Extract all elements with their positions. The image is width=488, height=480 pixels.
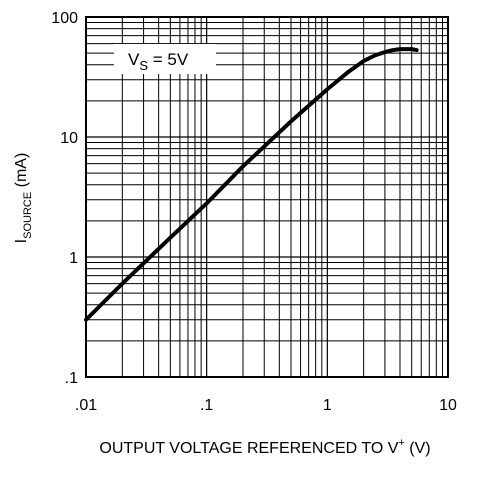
y-axis-title-sub: SOURCE bbox=[22, 192, 34, 239]
y-tick-label: 10 bbox=[60, 130, 78, 147]
y-axis-title-unit: (mA) bbox=[13, 153, 30, 192]
y-tick-label: 100 bbox=[51, 10, 78, 27]
annotation-main: V bbox=[128, 50, 140, 69]
x-tick-label: .1 bbox=[200, 397, 213, 414]
y-axis-title-main: I bbox=[13, 239, 30, 243]
y-tick-labels: .1 1 10 100 bbox=[51, 10, 78, 387]
y-axis-title: ISOURCE (mA) bbox=[13, 153, 34, 244]
y-tick-label: 1 bbox=[69, 250, 78, 267]
y-tick-label: .1 bbox=[65, 370, 78, 387]
plot-frame bbox=[85, 16, 449, 378]
x-axis-title-main: OUTPUT VOLTAGE REFERENCED TO V bbox=[99, 440, 398, 457]
x-tick-label: 1 bbox=[323, 397, 332, 414]
grid-lines bbox=[86, 17, 448, 377]
annotation-rest: = 5V bbox=[148, 50, 189, 69]
annotation-label: VS = 5V bbox=[128, 50, 189, 73]
x-tick-labels: .01 .1 1 10 bbox=[75, 397, 457, 414]
x-axis-title-unit: (V) bbox=[405, 440, 431, 457]
x-axis-title: OUTPUT VOLTAGE REFERENCED TO V+ (V) bbox=[99, 437, 430, 457]
annotation-sub: S bbox=[139, 58, 148, 73]
x-axis-title-sup: + bbox=[398, 437, 404, 449]
x-tick-label: .01 bbox=[75, 397, 97, 414]
annotation-box bbox=[114, 44, 216, 74]
series-line bbox=[84, 47, 419, 322]
x-tick-label: 10 bbox=[439, 397, 457, 414]
